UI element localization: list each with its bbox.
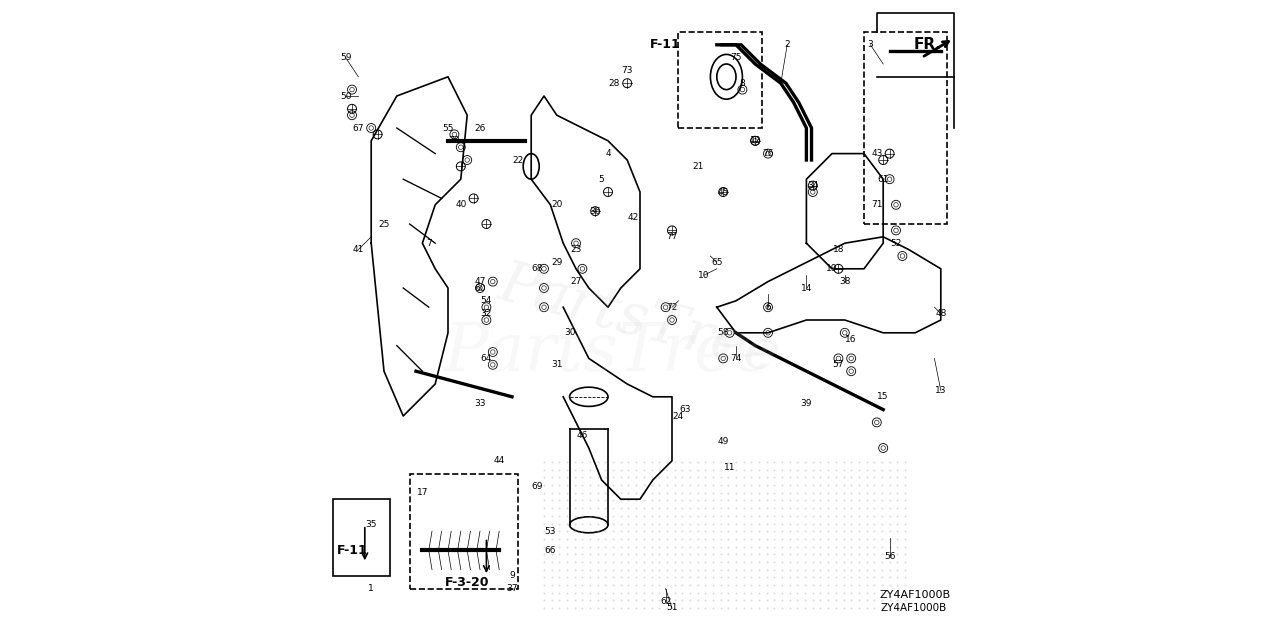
Text: 22: 22 — [513, 156, 524, 164]
Text: 72: 72 — [667, 303, 677, 312]
Text: 18: 18 — [833, 245, 844, 254]
Text: 52: 52 — [891, 239, 901, 248]
Text: 38: 38 — [840, 277, 850, 286]
Text: 1: 1 — [369, 584, 374, 593]
Text: F-3-20: F-3-20 — [445, 576, 489, 589]
Text: 69: 69 — [532, 482, 543, 491]
Text: 51: 51 — [667, 604, 677, 612]
Text: 68: 68 — [532, 264, 543, 273]
Text: 47: 47 — [475, 277, 485, 286]
Bar — [333, 499, 390, 576]
Text: ZY4AF1000B: ZY4AF1000B — [881, 603, 947, 613]
Text: 7: 7 — [426, 239, 431, 248]
Text: 9: 9 — [509, 572, 515, 580]
Text: 25: 25 — [379, 220, 389, 228]
Text: 14: 14 — [801, 284, 812, 292]
Text: 63: 63 — [680, 405, 690, 414]
Text: 30: 30 — [564, 328, 575, 337]
Text: 73: 73 — [622, 66, 632, 75]
Text: 54: 54 — [481, 296, 492, 305]
Text: 44: 44 — [494, 456, 504, 465]
Text: 3: 3 — [868, 40, 873, 49]
Text: 13: 13 — [936, 386, 946, 395]
Text: 33: 33 — [475, 399, 485, 408]
Text: 2: 2 — [785, 40, 790, 49]
Bar — [410, 474, 518, 589]
Text: 20: 20 — [552, 200, 562, 209]
Text: 70: 70 — [449, 136, 460, 145]
Text: 23: 23 — [571, 245, 581, 254]
Text: 50: 50 — [340, 92, 351, 100]
Text: 34: 34 — [808, 181, 818, 190]
Text: 57: 57 — [833, 360, 844, 369]
Text: 36: 36 — [590, 207, 600, 216]
Text: 71: 71 — [872, 200, 882, 209]
Text: F-11: F-11 — [337, 544, 367, 557]
Text: 6: 6 — [765, 303, 771, 312]
Text: 62: 62 — [660, 597, 671, 606]
Text: 65: 65 — [712, 258, 722, 267]
Text: 11: 11 — [724, 463, 735, 472]
Text: 28: 28 — [609, 79, 620, 88]
Text: 24: 24 — [673, 412, 684, 420]
Text: 43: 43 — [872, 149, 882, 158]
Text: 60: 60 — [475, 284, 485, 292]
Text: PartsTree: PartsTree — [493, 255, 787, 385]
Text: 4: 4 — [605, 149, 611, 158]
Text: 19: 19 — [827, 264, 837, 273]
Text: 59: 59 — [340, 53, 351, 62]
Text: 29: 29 — [552, 258, 562, 267]
Text: 31: 31 — [552, 360, 562, 369]
Text: FR.: FR. — [914, 37, 942, 52]
Text: 21: 21 — [692, 162, 703, 171]
Text: 75: 75 — [731, 53, 741, 62]
Text: 27: 27 — [571, 277, 581, 286]
Text: 48: 48 — [936, 309, 946, 318]
Text: 53: 53 — [545, 527, 556, 536]
Bar — [864, 32, 947, 224]
Text: 10: 10 — [699, 271, 709, 280]
Text: 77: 77 — [667, 232, 677, 241]
Text: 49: 49 — [718, 437, 728, 446]
Text: 32: 32 — [481, 309, 492, 318]
Text: 64: 64 — [481, 354, 492, 363]
Text: 41: 41 — [353, 245, 364, 254]
Bar — [678, 32, 762, 128]
Text: 55: 55 — [443, 124, 453, 132]
Text: 5: 5 — [599, 175, 604, 184]
Text: 58: 58 — [718, 328, 728, 337]
Text: 40: 40 — [456, 200, 466, 209]
Text: 76: 76 — [763, 149, 773, 158]
Text: 12: 12 — [750, 136, 760, 145]
Text: F-11: F-11 — [650, 38, 681, 51]
Text: 45: 45 — [718, 188, 728, 196]
Text: 8: 8 — [740, 79, 745, 88]
Text: 26: 26 — [475, 124, 485, 132]
Text: 16: 16 — [846, 335, 856, 344]
Text: 61: 61 — [878, 175, 888, 184]
Text: 15: 15 — [878, 392, 888, 401]
Text: PartsTree: PartsTree — [443, 319, 773, 385]
Text: 37: 37 — [507, 584, 517, 593]
Text: 67: 67 — [353, 124, 364, 132]
Text: ZY4AF1000B: ZY4AF1000B — [879, 590, 951, 600]
Text: 17: 17 — [417, 488, 428, 497]
Text: 42: 42 — [628, 213, 639, 222]
Text: 35: 35 — [366, 520, 376, 529]
Text: 39: 39 — [801, 399, 812, 408]
Text: 46: 46 — [577, 431, 588, 440]
Text: 74: 74 — [731, 354, 741, 363]
Text: 56: 56 — [884, 552, 895, 561]
Text: 66: 66 — [545, 546, 556, 555]
